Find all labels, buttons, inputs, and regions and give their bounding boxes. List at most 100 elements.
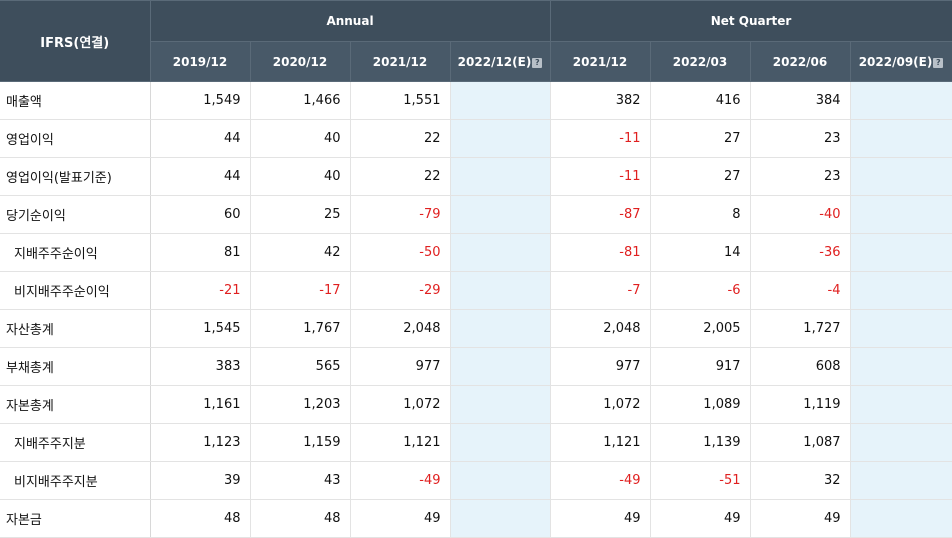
table-row: 비지배주주순이익 -21 -17 -29 -7 -6 -4 — [0, 271, 952, 310]
annual-value-cell: -21 — [150, 271, 251, 310]
annual-value-cell: 48 — [150, 499, 251, 538]
annual-value-cell: 81 — [150, 233, 251, 272]
annual-value-cell: 48 — [250, 499, 351, 538]
table-body: 매출액 1,549 1,466 1,551 382 416 384 영업이익 44 40 22 -11… — [0, 81, 952, 538]
quarter-value-cell: -11 — [550, 157, 651, 196]
annual-period-label: 2022/12(E) — [457, 54, 532, 69]
annual-value-cell: -17 — [250, 271, 351, 310]
quarter-value-cell: -4 — [750, 271, 851, 310]
question-icon[interactable]: ? — [933, 57, 944, 68]
annual-value-cell: 977 — [350, 347, 451, 386]
row-label[interactable]: 당기순이익 — [0, 195, 151, 234]
annual-value-cell: -79 — [350, 195, 451, 234]
table-row: 비지배주주지분 39 43 -49 -49 -51 32 — [0, 461, 952, 500]
annual-value-cell: 1,767 — [250, 309, 351, 348]
annual-value-cell: 44 — [150, 119, 251, 158]
quarter-value-cell: 2,005 — [650, 309, 751, 348]
annual-value-cell: 1,121 — [350, 423, 451, 462]
row-label[interactable]: 지배주주순이익 — [0, 233, 151, 272]
table-corner-label: IFRS(연결) — [0, 0, 151, 82]
row-label[interactable]: 자본총계 — [0, 385, 151, 424]
table-row: 자산총계 1,545 1,767 2,048 2,048 2,005 1,727 — [0, 309, 952, 348]
annual-value-cell: 1,123 — [150, 423, 251, 462]
quarter-value-cell: 49 — [750, 499, 851, 538]
annual-estimate-cell — [450, 119, 551, 158]
table-row: 부채총계 383 565 977 977 917 608 — [0, 347, 952, 386]
quarter-value-cell: 917 — [650, 347, 751, 386]
annual-value-cell: 1,549 — [150, 81, 251, 120]
annual-value-cell: 60 — [150, 195, 251, 234]
quarter-value-cell: 1,139 — [650, 423, 751, 462]
quarter-group-header: Net Quarter — [549, 0, 952, 43]
annual-estimate-cell — [450, 347, 551, 386]
quarter-value-cell: 8 — [650, 195, 751, 234]
annual-value-cell: 22 — [350, 119, 451, 158]
row-label[interactable]: 비지배주주지분 — [0, 461, 151, 500]
annual-value-cell: 565 — [250, 347, 351, 386]
row-label[interactable]: 부채총계 — [0, 347, 151, 386]
annual-period-label: 2021/12 — [372, 54, 428, 69]
quarter-value-cell: 27 — [650, 157, 751, 196]
quarter-value-cell: 416 — [650, 81, 751, 120]
quarter-period-header: 2022/06 — [749, 41, 851, 82]
annual-group-header: Annual — [149, 0, 551, 43]
quarter-value-cell: 1,119 — [750, 385, 851, 424]
row-label[interactable]: 지배주주지분 — [0, 423, 151, 462]
quarter-value-cell: 1,727 — [750, 309, 851, 348]
annual-period-label: 2019/12 — [172, 54, 228, 69]
quarter-value-cell: -40 — [750, 195, 851, 234]
annual-value-cell: 1,072 — [350, 385, 451, 424]
annual-period-label: 2020/12 — [272, 54, 328, 69]
row-label[interactable]: 영업이익 — [0, 119, 151, 158]
row-label[interactable]: 매출액 — [0, 81, 151, 120]
annual-period-header: 2022/12(E)? — [449, 41, 551, 82]
annual-estimate-cell — [450, 195, 551, 234]
annual-estimate-cell — [450, 271, 551, 310]
quarter-value-cell: 14 — [650, 233, 751, 272]
table-row: 영업이익(발표기준) 44 40 22 -11 27 23 — [0, 157, 952, 196]
annual-value-cell: -49 — [350, 461, 451, 500]
row-label[interactable]: 자산총계 — [0, 309, 151, 348]
annual-value-cell: 44 — [150, 157, 251, 196]
annual-value-cell: 1,545 — [150, 309, 251, 348]
quarter-value-cell: -49 — [550, 461, 651, 500]
annual-value-cell: 43 — [250, 461, 351, 500]
quarter-value-cell: -51 — [650, 461, 751, 500]
quarter-estimate-cell — [850, 423, 952, 462]
annual-value-cell: 1,466 — [250, 81, 351, 120]
quarter-value-cell: 27 — [650, 119, 751, 158]
quarter-estimate-cell — [850, 499, 952, 538]
question-icon[interactable]: ? — [532, 57, 543, 68]
annual-estimate-cell — [450, 385, 551, 424]
quarter-estimate-cell — [850, 309, 952, 348]
row-label[interactable]: 자본금 — [0, 499, 151, 538]
quarter-estimate-cell — [850, 461, 952, 500]
row-label[interactable]: 비지배주주순이익 — [0, 271, 151, 310]
table-row: 영업이익 44 40 22 -11 27 23 — [0, 119, 952, 158]
annual-estimate-cell — [450, 499, 551, 538]
quarter-period-header: 2021/12 — [549, 41, 651, 82]
quarter-estimate-cell — [850, 119, 952, 158]
annual-estimate-cell — [450, 461, 551, 500]
quarter-value-cell: -6 — [650, 271, 751, 310]
quarter-period-header: 2022/09(E)? — [849, 41, 952, 82]
annual-value-cell: -50 — [350, 233, 451, 272]
annual-value-cell: 39 — [150, 461, 251, 500]
quarter-period-label: 2021/12 — [572, 54, 628, 69]
quarter-value-cell: 1,087 — [750, 423, 851, 462]
quarter-value-cell: 1,121 — [550, 423, 651, 462]
annual-value-cell: 40 — [250, 157, 351, 196]
annual-value-cell: 1,551 — [350, 81, 451, 120]
table-row: 당기순이익 60 25 -79 -87 8 -40 — [0, 195, 952, 234]
period-header-row: 2019/12 2020/12 2021/12 2022/12(E)? 2021/12 2… — [0, 41, 952, 82]
quarter-value-cell: 384 — [750, 81, 851, 120]
row-label[interactable]: 영업이익(발표기준) — [0, 157, 151, 196]
annual-estimate-cell — [450, 309, 551, 348]
quarter-estimate-cell — [850, 385, 952, 424]
quarter-estimate-cell — [850, 233, 952, 272]
table-row: 자본총계 1,161 1,203 1,072 1,072 1,089 1,119 — [0, 385, 952, 424]
table-row: 지배주주순이익 81 42 -50 -81 14 -36 — [0, 233, 952, 272]
annual-period-header: 2020/12 — [249, 41, 351, 82]
table-row: 매출액 1,549 1,466 1,551 382 416 384 — [0, 81, 952, 120]
